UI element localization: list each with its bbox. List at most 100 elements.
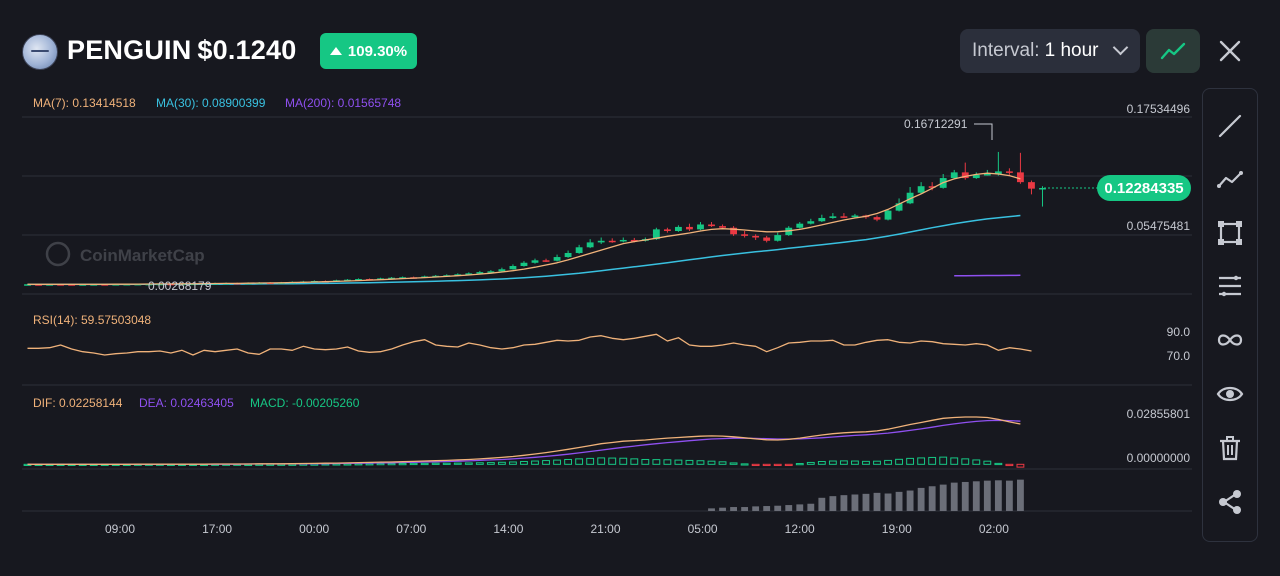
- volume-bar: [818, 497, 826, 511]
- time-axis: 09:00 17:00 00:00 07:00 14:00 21:00 05:00 12:00…: [105, 522, 1009, 536]
- volume-bars: [708, 479, 1024, 511]
- macd-bar: [740, 463, 749, 466]
- candle-body: [829, 216, 837, 218]
- candle-body: [564, 252, 572, 258]
- macd-bar: [486, 462, 495, 465]
- interval-value: 1 hour: [1044, 40, 1099, 61]
- price-tick-high: 0.17534496: [1127, 102, 1191, 116]
- candle-body: [840, 216, 848, 218]
- line-tool-icon[interactable]: [1215, 111, 1245, 141]
- price-chart[interactable]: CoinMarketCap MA(7): 0.13414518 MA(30): …: [0, 0, 1200, 576]
- macd-bar: [630, 458, 639, 465]
- chart-type-toggle[interactable]: [1146, 29, 1200, 73]
- rsi-tick-90: 90.0: [1167, 325, 1191, 339]
- volume-bar: [796, 504, 804, 511]
- candle-body: [586, 242, 594, 248]
- macd-bar: [817, 461, 826, 465]
- macd-bar: [409, 462, 418, 466]
- volume-bar: [983, 480, 991, 511]
- macd-bar: [983, 460, 992, 465]
- close-icon[interactable]: [1214, 35, 1246, 67]
- volume-bar: [840, 495, 848, 511]
- time-tick: 17:00: [202, 522, 232, 536]
- trash-icon[interactable]: [1215, 433, 1245, 463]
- candle: [884, 209, 892, 221]
- candle-body: [520, 262, 528, 267]
- macd-bar: [531, 460, 539, 465]
- price-change-badge: 109.30%: [320, 33, 417, 69]
- drawing-toolbar: [1202, 88, 1258, 542]
- ma7-line: [27, 172, 1021, 285]
- candle-body: [807, 221, 815, 224]
- polyline-tool-icon[interactable]: [1215, 165, 1245, 195]
- macd-bar: [696, 460, 705, 465]
- ma200-line: [954, 274, 1021, 277]
- rectangle-tool-icon[interactable]: [1215, 218, 1245, 248]
- macd-tick-high: 0.02855801: [1127, 407, 1191, 421]
- candle-body: [1016, 172, 1024, 183]
- candle-body: [873, 217, 881, 220]
- candle-body: [730, 227, 738, 235]
- volume-bar: [708, 508, 715, 511]
- line-chart-icon: [1160, 42, 1186, 60]
- token-title: PENGUIN $0.1240: [67, 35, 296, 66]
- candle: [895, 198, 903, 212]
- macd-bar: [464, 462, 473, 465]
- time-tick: 02:00: [979, 522, 1009, 536]
- candle: [807, 218, 815, 225]
- candle-body: [597, 240, 605, 243]
- interval-dropdown[interactable]: Interval: 1 hour: [960, 29, 1140, 73]
- candle-body: [674, 226, 682, 231]
- fib-tool-icon[interactable]: [1215, 271, 1245, 301]
- candle: [520, 261, 528, 267]
- candle-body: [994, 171, 1002, 174]
- volume-bar: [829, 496, 837, 511]
- candle: [586, 239, 594, 249]
- dea-polyline: [27, 419, 1021, 465]
- share-icon[interactable]: [1215, 487, 1245, 517]
- volume-bar: [928, 486, 936, 511]
- candle: [608, 238, 616, 243]
- candle: [476, 270, 484, 274]
- macd-bar: [431, 462, 440, 465]
- candle: [730, 226, 738, 236]
- macd-bar: [619, 457, 628, 465]
- candle: [542, 258, 550, 262]
- macd-bar: [795, 463, 804, 466]
- rsi-tick-70: 70.0: [1167, 349, 1191, 363]
- candle-body: [553, 257, 561, 261]
- macd-bar: [376, 463, 385, 466]
- candle-body: [697, 224, 704, 230]
- macd-bar: [520, 461, 528, 465]
- candle: [619, 237, 627, 243]
- candle-body: [741, 234, 749, 236]
- macd-bar: [398, 463, 407, 466]
- macd-bar: [895, 458, 903, 465]
- candle: [752, 234, 760, 240]
- candle-body: [983, 174, 991, 176]
- time-tick: 12:00: [785, 522, 815, 536]
- macd-bar: [773, 463, 782, 467]
- infinity-icon[interactable]: [1215, 325, 1245, 355]
- ma7-polyline: [27, 172, 1021, 285]
- candle-body: [917, 186, 925, 193]
- macd-bar: [1005, 463, 1014, 467]
- macd-bar: [509, 461, 517, 465]
- candle-body: [928, 186, 936, 188]
- candle: [950, 169, 958, 179]
- eye-icon[interactable]: [1215, 379, 1245, 409]
- macd-bar: [950, 457, 959, 465]
- candle-body: [608, 240, 616, 243]
- macd-bar: [851, 460, 859, 465]
- candle-body: [763, 237, 771, 241]
- candle: [388, 277, 396, 280]
- candle-body: [355, 279, 362, 281]
- candle: [818, 214, 826, 223]
- triangle-up-icon: [329, 47, 342, 55]
- candle: [763, 235, 771, 243]
- candle: [686, 223, 693, 231]
- candle: [741, 231, 749, 238]
- macd-bar: [806, 461, 815, 465]
- candle: [553, 254, 561, 262]
- candle-body: [630, 239, 638, 242]
